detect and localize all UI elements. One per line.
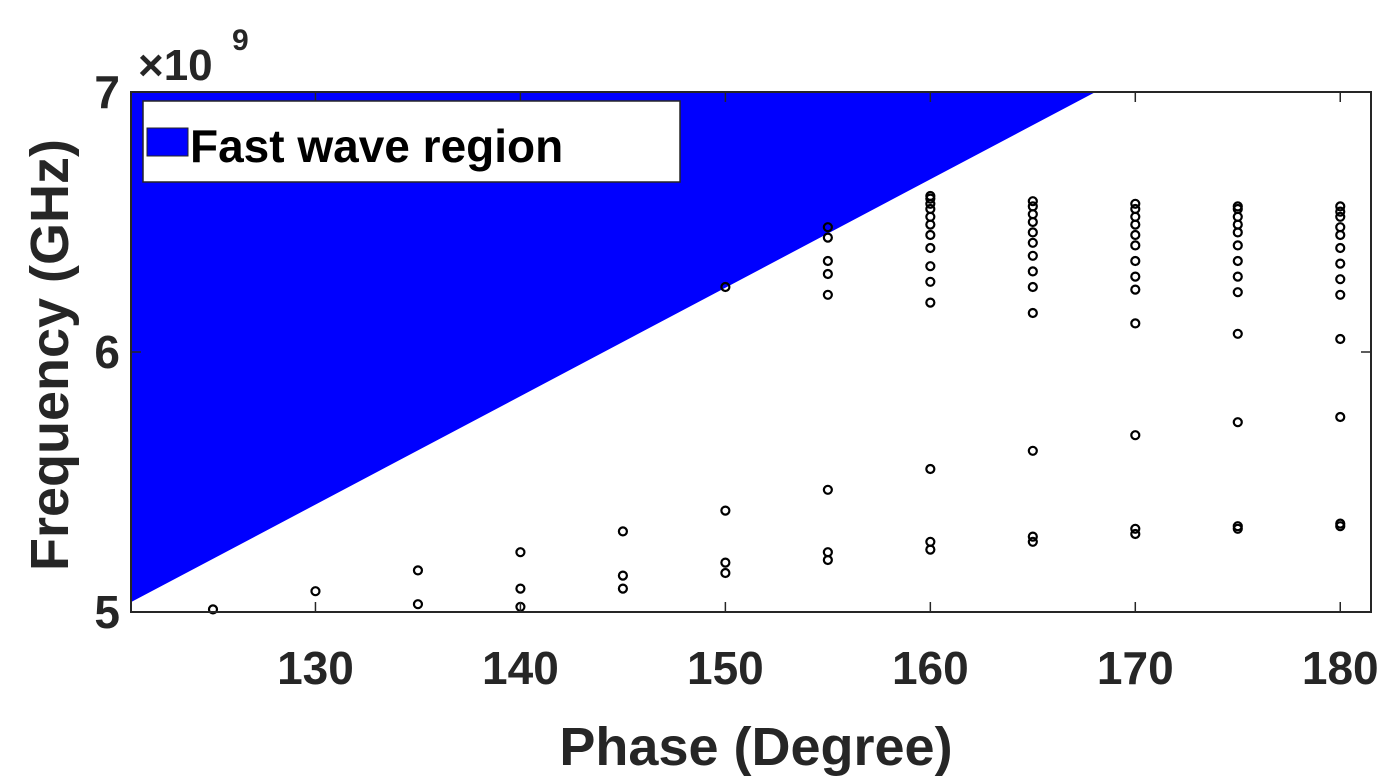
data-point bbox=[1027, 196, 1038, 207]
data-point bbox=[720, 557, 731, 568]
data-point bbox=[925, 229, 936, 241]
data-point bbox=[1232, 240, 1243, 251]
data-point bbox=[1335, 206, 1346, 217]
data-point bbox=[1232, 417, 1243, 428]
data-point bbox=[1335, 518, 1346, 529]
x-tick-label: 160 bbox=[892, 642, 969, 694]
data-point bbox=[1335, 222, 1346, 233]
x-tick-label: 180 bbox=[1302, 642, 1379, 694]
data-point bbox=[1335, 201, 1346, 212]
data-point bbox=[617, 583, 629, 594]
data-point bbox=[412, 565, 424, 576]
data-point bbox=[925, 276, 936, 287]
data-point bbox=[1232, 271, 1243, 282]
data-point bbox=[1027, 445, 1038, 456]
data-point bbox=[925, 463, 936, 475]
y-axis-multiplier: ×10 9 bbox=[138, 24, 249, 90]
data-point bbox=[822, 289, 833, 300]
data-point bbox=[1335, 289, 1346, 300]
data-point bbox=[822, 255, 833, 267]
y-tick-label: 5 bbox=[94, 586, 120, 638]
y-tick-label: 6 bbox=[94, 326, 120, 378]
legend-label-fast-wave-region: Fast wave region bbox=[190, 120, 563, 172]
data-point bbox=[925, 536, 936, 547]
data-point bbox=[1232, 521, 1243, 532]
data-point bbox=[925, 261, 936, 272]
data-point bbox=[617, 526, 629, 537]
data-point bbox=[1232, 201, 1243, 212]
data-point bbox=[1027, 266, 1038, 277]
legend-box bbox=[142, 100, 681, 183]
data-point bbox=[1335, 274, 1346, 285]
data-point bbox=[207, 604, 219, 615]
data-point bbox=[1130, 284, 1141, 295]
data-point bbox=[1232, 255, 1243, 267]
data-point bbox=[1027, 237, 1038, 248]
data-point bbox=[720, 567, 731, 579]
data-point bbox=[822, 268, 833, 280]
data-point bbox=[1130, 229, 1141, 241]
data-point bbox=[515, 583, 526, 594]
data-point bbox=[925, 242, 936, 254]
y-axis-label: Frequency (GHz) bbox=[20, 139, 80, 571]
data-point bbox=[1130, 198, 1141, 209]
x-tick-label: 140 bbox=[482, 642, 559, 694]
data-point bbox=[822, 484, 833, 495]
data-point bbox=[1335, 333, 1346, 345]
y-multiplier-exponent: 9 bbox=[232, 24, 249, 57]
data-point bbox=[822, 222, 833, 233]
data-point bbox=[925, 203, 936, 215]
data-point bbox=[1335, 242, 1346, 254]
ticks-layer: 130 140 150 160 170 180 5 6 7 bbox=[94, 66, 1378, 694]
legend: Fast wave region bbox=[142, 100, 681, 183]
data-point bbox=[1027, 250, 1038, 261]
data-point bbox=[1027, 531, 1038, 542]
x-tick-label: 150 bbox=[687, 642, 764, 694]
data-point bbox=[822, 547, 833, 558]
data-point bbox=[1335, 211, 1346, 222]
legend-swatch-fast-wave-region bbox=[146, 127, 189, 157]
data-point bbox=[1130, 523, 1141, 534]
data-point bbox=[1027, 201, 1038, 212]
data-points-layer bbox=[207, 190, 1346, 615]
data-point bbox=[1027, 536, 1038, 547]
data-point bbox=[1130, 255, 1141, 267]
data-point bbox=[1232, 328, 1243, 339]
data-point bbox=[412, 599, 424, 610]
data-point bbox=[1027, 281, 1038, 293]
data-point bbox=[720, 281, 731, 293]
data-point bbox=[1335, 411, 1346, 423]
data-point bbox=[310, 586, 321, 597]
data-point bbox=[1130, 318, 1141, 329]
data-point bbox=[1130, 240, 1141, 251]
data-point bbox=[1130, 528, 1141, 540]
x-axis-label: Phase (Degree) bbox=[559, 717, 952, 777]
data-point bbox=[1130, 430, 1141, 441]
x-tick-label: 170 bbox=[1097, 642, 1174, 694]
data-point bbox=[720, 505, 731, 516]
data-point bbox=[1335, 258, 1346, 269]
data-point bbox=[1232, 287, 1243, 298]
data-point bbox=[515, 547, 526, 558]
data-point bbox=[925, 297, 936, 308]
data-point bbox=[617, 570, 629, 581]
y-multiplier-base: ×10 bbox=[138, 41, 213, 90]
data-point bbox=[822, 232, 833, 243]
y-tick-label: 7 bbox=[94, 66, 120, 118]
data-point bbox=[925, 190, 936, 202]
data-point bbox=[1027, 307, 1038, 319]
data-point bbox=[1130, 271, 1141, 282]
data-point bbox=[1130, 203, 1141, 215]
x-tick-label: 130 bbox=[277, 642, 354, 694]
data-point bbox=[1027, 227, 1038, 238]
